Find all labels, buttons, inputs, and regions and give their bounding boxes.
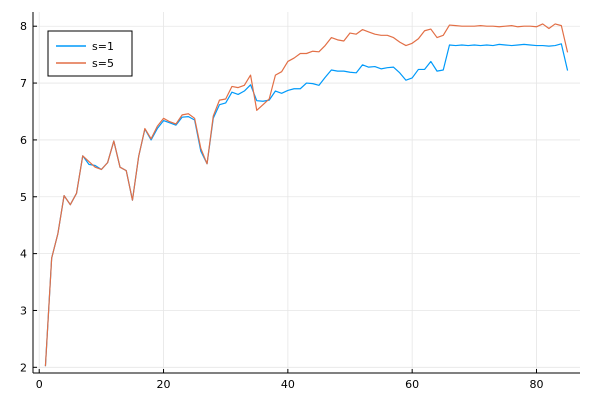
- series-line-2: [44, 23, 569, 367]
- axes: [32, 12, 580, 374]
- series-lines: [44, 23, 569, 367]
- legend-label: s=5: [92, 57, 114, 70]
- legend-box: [47, 30, 133, 77]
- y-tick-label: 8: [20, 20, 27, 33]
- x-tick-label: 40: [281, 378, 295, 391]
- x-tick-label: 20: [157, 378, 171, 391]
- y-tick-label: 4: [20, 248, 27, 261]
- y-tick-label: 7: [20, 77, 27, 90]
- grid-lines: [33, 12, 580, 373]
- x-tick-label: 80: [529, 378, 543, 391]
- tick-labels: 0 20 40 60 80 2 3 4 5 6 7 8: [20, 20, 543, 391]
- y-tick-label: 5: [20, 191, 27, 204]
- y-tick-label: 3: [20, 304, 27, 317]
- legend-label: s=1: [92, 40, 114, 53]
- legend: s=1s=5: [47, 30, 133, 77]
- y-tick-label: 6: [20, 134, 27, 147]
- series-line-1: [44, 43, 569, 367]
- y-tick-label: 2: [20, 361, 27, 374]
- x-tick-label: 60: [405, 378, 419, 391]
- x-tick-label: 0: [36, 378, 43, 391]
